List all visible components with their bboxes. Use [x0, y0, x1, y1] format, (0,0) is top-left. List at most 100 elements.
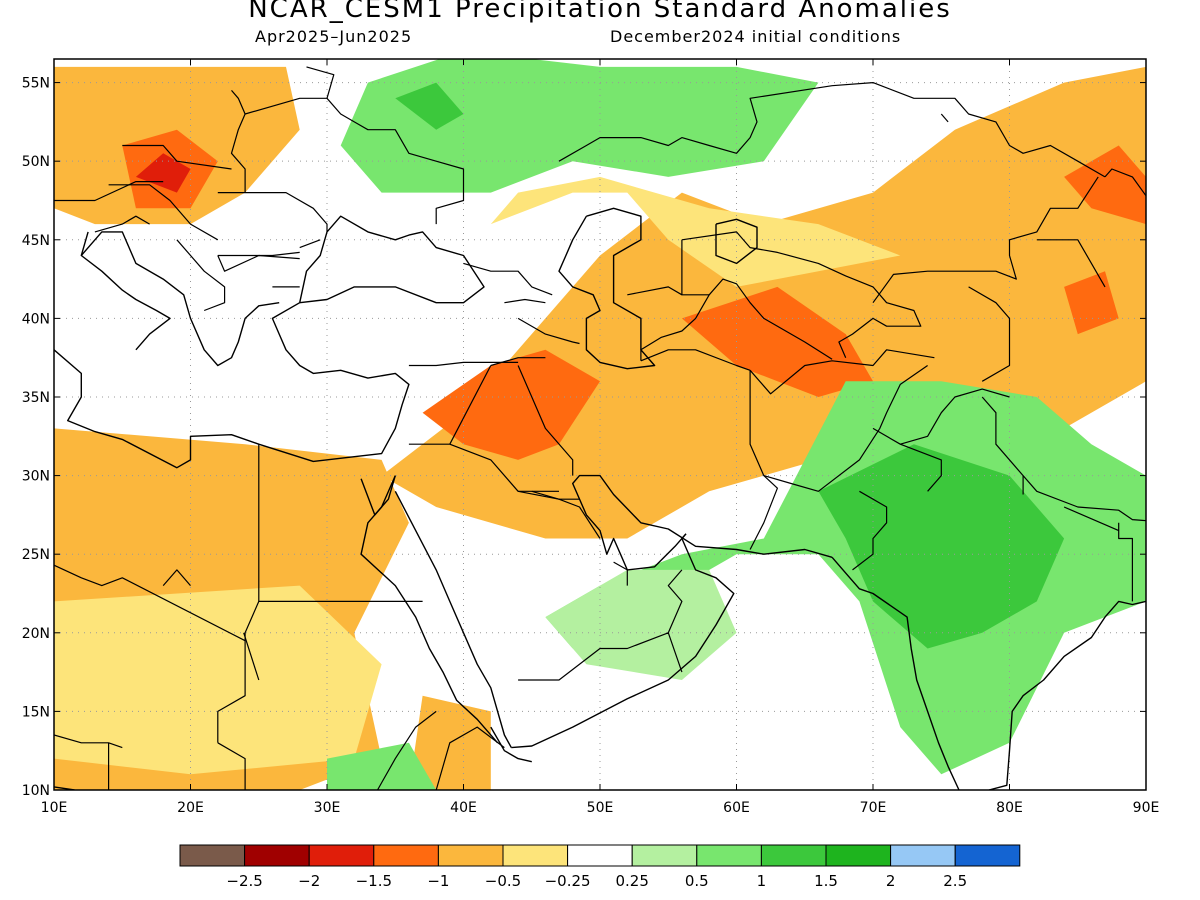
legend-swatch: [244, 844, 310, 867]
lon-label: 50E: [587, 800, 614, 816]
legend-swatch: [954, 844, 1021, 867]
country-border: [517, 365, 574, 476]
legend-swatch: [825, 844, 892, 867]
legend-label: −2: [298, 872, 320, 890]
lat-label: 25N: [22, 547, 50, 563]
anomaly-region-neg2: [681, 286, 873, 397]
country-border: [640, 349, 751, 371]
country-border: [667, 569, 683, 634]
country-border: [463, 262, 553, 296]
legend-swatch: [308, 844, 375, 867]
anomaly-region-neg0: [54, 585, 382, 775]
color-legend: −2.5 −2 −1.5 −1 −0.5 −0.25 0.25 0.5 1 1.5 2 2.5: [179, 844, 1021, 890]
country-border: [613, 561, 628, 586]
legend-label: 0.5: [685, 872, 709, 890]
country-border: [872, 176, 1099, 304]
lon-label: 40E: [450, 800, 477, 816]
legend-swatch: [696, 844, 762, 867]
coastlines: [54, 207, 1146, 790]
anomaly-region-neg0: [490, 176, 901, 287]
country-border: [681, 231, 922, 358]
country-border: [449, 365, 492, 445]
country-border: [763, 365, 928, 492]
country-border: [54, 181, 164, 202]
anomaly-region-pos0: [545, 569, 737, 680]
lon-label: 90E: [1133, 800, 1160, 816]
country-border: [1118, 522, 1134, 602]
country-border: [217, 251, 300, 257]
country-border: [299, 239, 321, 249]
country-border: [435, 726, 505, 790]
country-border: [981, 396, 1146, 522]
coastline: [80, 231, 171, 351]
anomaly-region-neg2: [422, 349, 600, 460]
country-border: [243, 632, 260, 681]
anomaly-region-pos2: [395, 82, 464, 130]
country-border: [518, 632, 683, 681]
country-border: [517, 490, 601, 539]
country-border: [230, 90, 246, 193]
initial-conditions: December2024 initial conditions: [610, 27, 902, 46]
country-border: [1104, 168, 1146, 197]
lon-label: 20E: [177, 800, 204, 816]
coastline: [360, 475, 396, 516]
legend-label: 2.5: [943, 872, 967, 890]
anomaly-region-pos1: [340, 59, 819, 193]
legend-swatch: [373, 844, 439, 867]
lat-label: 40N: [22, 311, 50, 327]
lon-label: 80E: [996, 800, 1023, 816]
legend-label: −0.25: [545, 872, 591, 890]
coastline: [988, 600, 1146, 790]
country-border: [108, 184, 219, 241]
country-border: [940, 113, 949, 123]
coastline: [558, 207, 656, 370]
legend-swatch: [760, 844, 827, 867]
coastline: [831, 556, 960, 790]
country-border: [408, 443, 559, 492]
legend-swatch: [631, 844, 698, 867]
lon-label: 70E: [860, 800, 887, 816]
legend-label: 1: [757, 872, 767, 890]
country-border: [504, 298, 546, 304]
legend-label: 1.5: [814, 872, 838, 890]
anomaly-region-neg2: [1064, 271, 1119, 335]
lat-label: 45N: [22, 233, 50, 249]
anomaly-region-pos1: [327, 742, 437, 790]
lon-label: 10E: [41, 800, 68, 816]
country-border: [531, 490, 580, 500]
coastline: [360, 475, 499, 744]
country-border: [54, 564, 246, 642]
country-border: [627, 286, 683, 296]
lat-label: 15N: [22, 704, 50, 720]
country-borders: [54, 66, 1146, 790]
lat-label: 55N: [22, 76, 50, 92]
country-border: [968, 286, 1011, 382]
lon-label: 60E: [723, 800, 750, 816]
anomaly-region-neg3: [135, 153, 191, 193]
country-border: [217, 192, 328, 232]
anomaly-fills: [54, 59, 1146, 790]
coastline: [80, 231, 280, 367]
country-border: [517, 317, 580, 345]
coastline: [54, 302, 410, 469]
legend-swatch: [437, 844, 504, 867]
legend-swatch: [179, 844, 246, 867]
country-border: [1063, 506, 1119, 532]
map-title: NCAR_CESM1 Precipitation Standard Anomal…: [248, 0, 952, 24]
country-border: [408, 361, 519, 367]
legend-label: −1.5: [356, 872, 392, 890]
country-border: [94, 215, 150, 233]
legend-label: −1: [427, 872, 449, 890]
country-border: [1036, 239, 1106, 288]
lat-label: 30N: [22, 469, 50, 485]
country-border: [749, 349, 935, 395]
legend-swatch: [502, 844, 569, 867]
coastline: [299, 215, 485, 304]
country-border: [640, 278, 833, 361]
legend-label: 2: [886, 872, 896, 890]
lat-label: 50N: [22, 154, 50, 170]
coastline: [394, 490, 512, 748]
legend-swatch: [567, 844, 633, 867]
forecast-period: Apr2025–Jun2025: [255, 27, 413, 46]
